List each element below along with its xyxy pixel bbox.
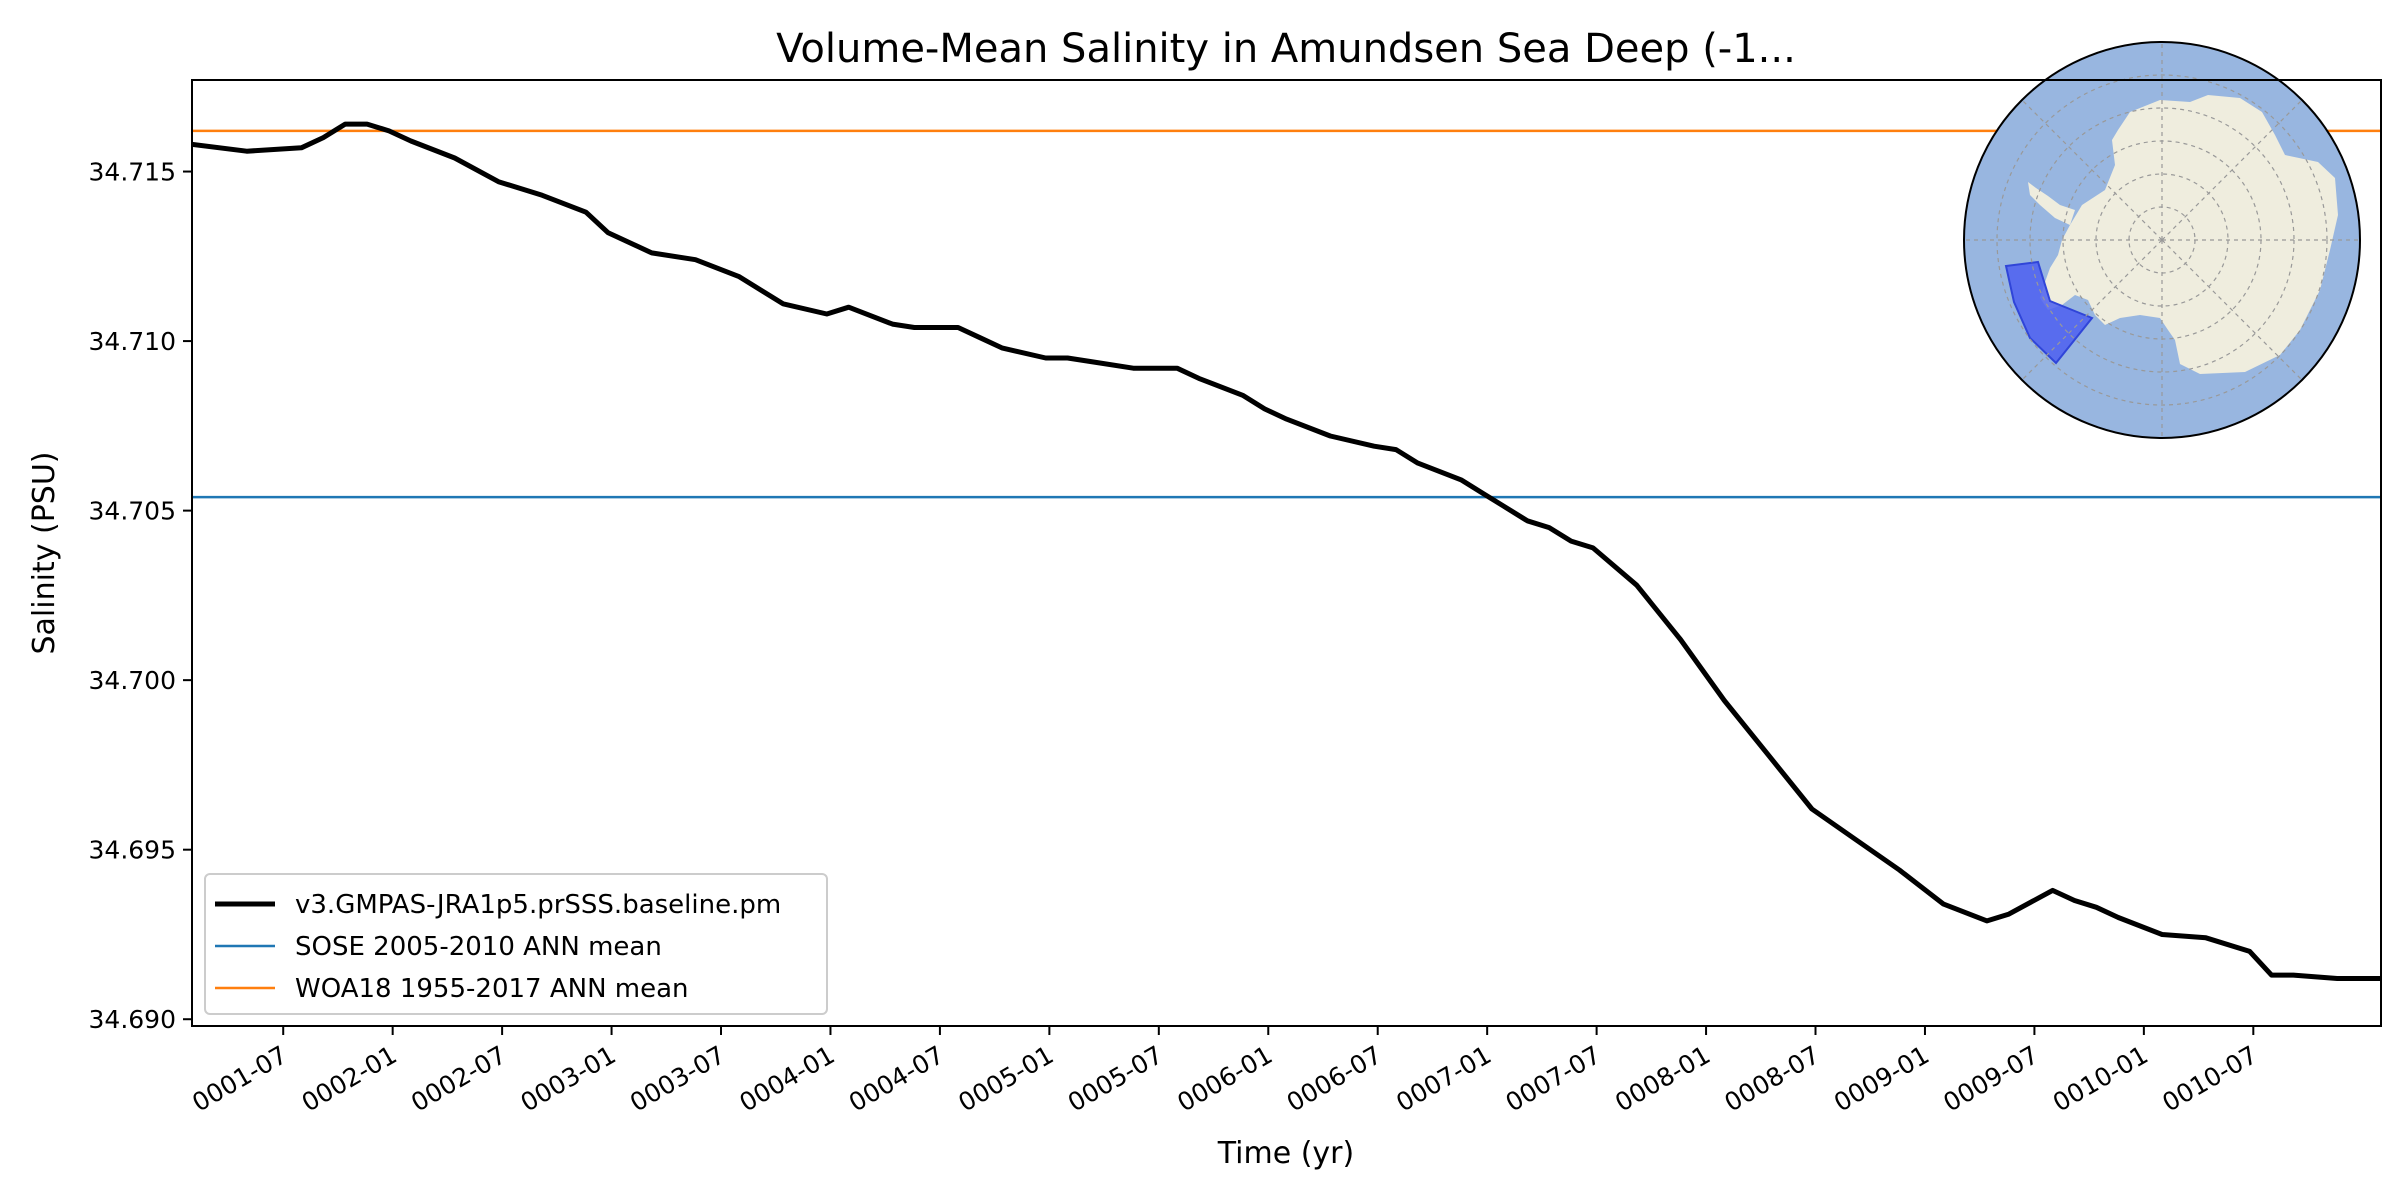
graticule-meridian [2021,99,2163,241]
y-tick-label: 34.715 [89,158,176,187]
graticule-meridian [2161,99,2303,241]
y-axis: 34.690 34.695 34.700 34.705 34.710 34.715 [89,158,192,1034]
y-tick-label: 34.710 [89,327,176,356]
antarctic-peninsula [2028,182,2075,225]
y-tick-label: 34.690 [89,1005,176,1034]
legend-label-woa18: WOA18 1955-2017 ANN mean [295,974,689,1004]
legend-label-model: v3.GMPAS-JRA1p5.prSSS.baseline.pm [295,890,781,920]
inset-border [1963,41,2361,439]
data-lines [192,121,2381,981]
x-axis-label: Time (yr) [1217,1136,1354,1171]
graticule-latitude [1996,74,2328,406]
legend-label-sose: SOSE 2005-2010 ANN mean [295,932,662,962]
legend: v3.GMPAS-JRA1p5.prSSS.baseline.pm SOSE 2… [204,873,828,1015]
antarctica-landmass [2040,95,2338,374]
graticule-meridian [2021,239,2163,381]
antarctica-inset-map [1963,41,2361,439]
y-tick-label: 34.700 [89,666,176,695]
amundsen-sea-region [2004,260,2094,365]
plot-frame [191,79,2382,1027]
chart-title: Volume-Mean Salinity in Amundsen Sea Dee… [776,26,1796,72]
y-axis-label: Salinity (PSU) [27,452,62,655]
model-salinity-line [192,121,2381,981]
inset-graticule [1964,42,2360,438]
graticule-meridian [2161,239,2303,381]
legend-box [204,873,828,1015]
y-tick-label: 34.705 [89,497,176,526]
y-tick-label: 34.695 [89,836,176,865]
